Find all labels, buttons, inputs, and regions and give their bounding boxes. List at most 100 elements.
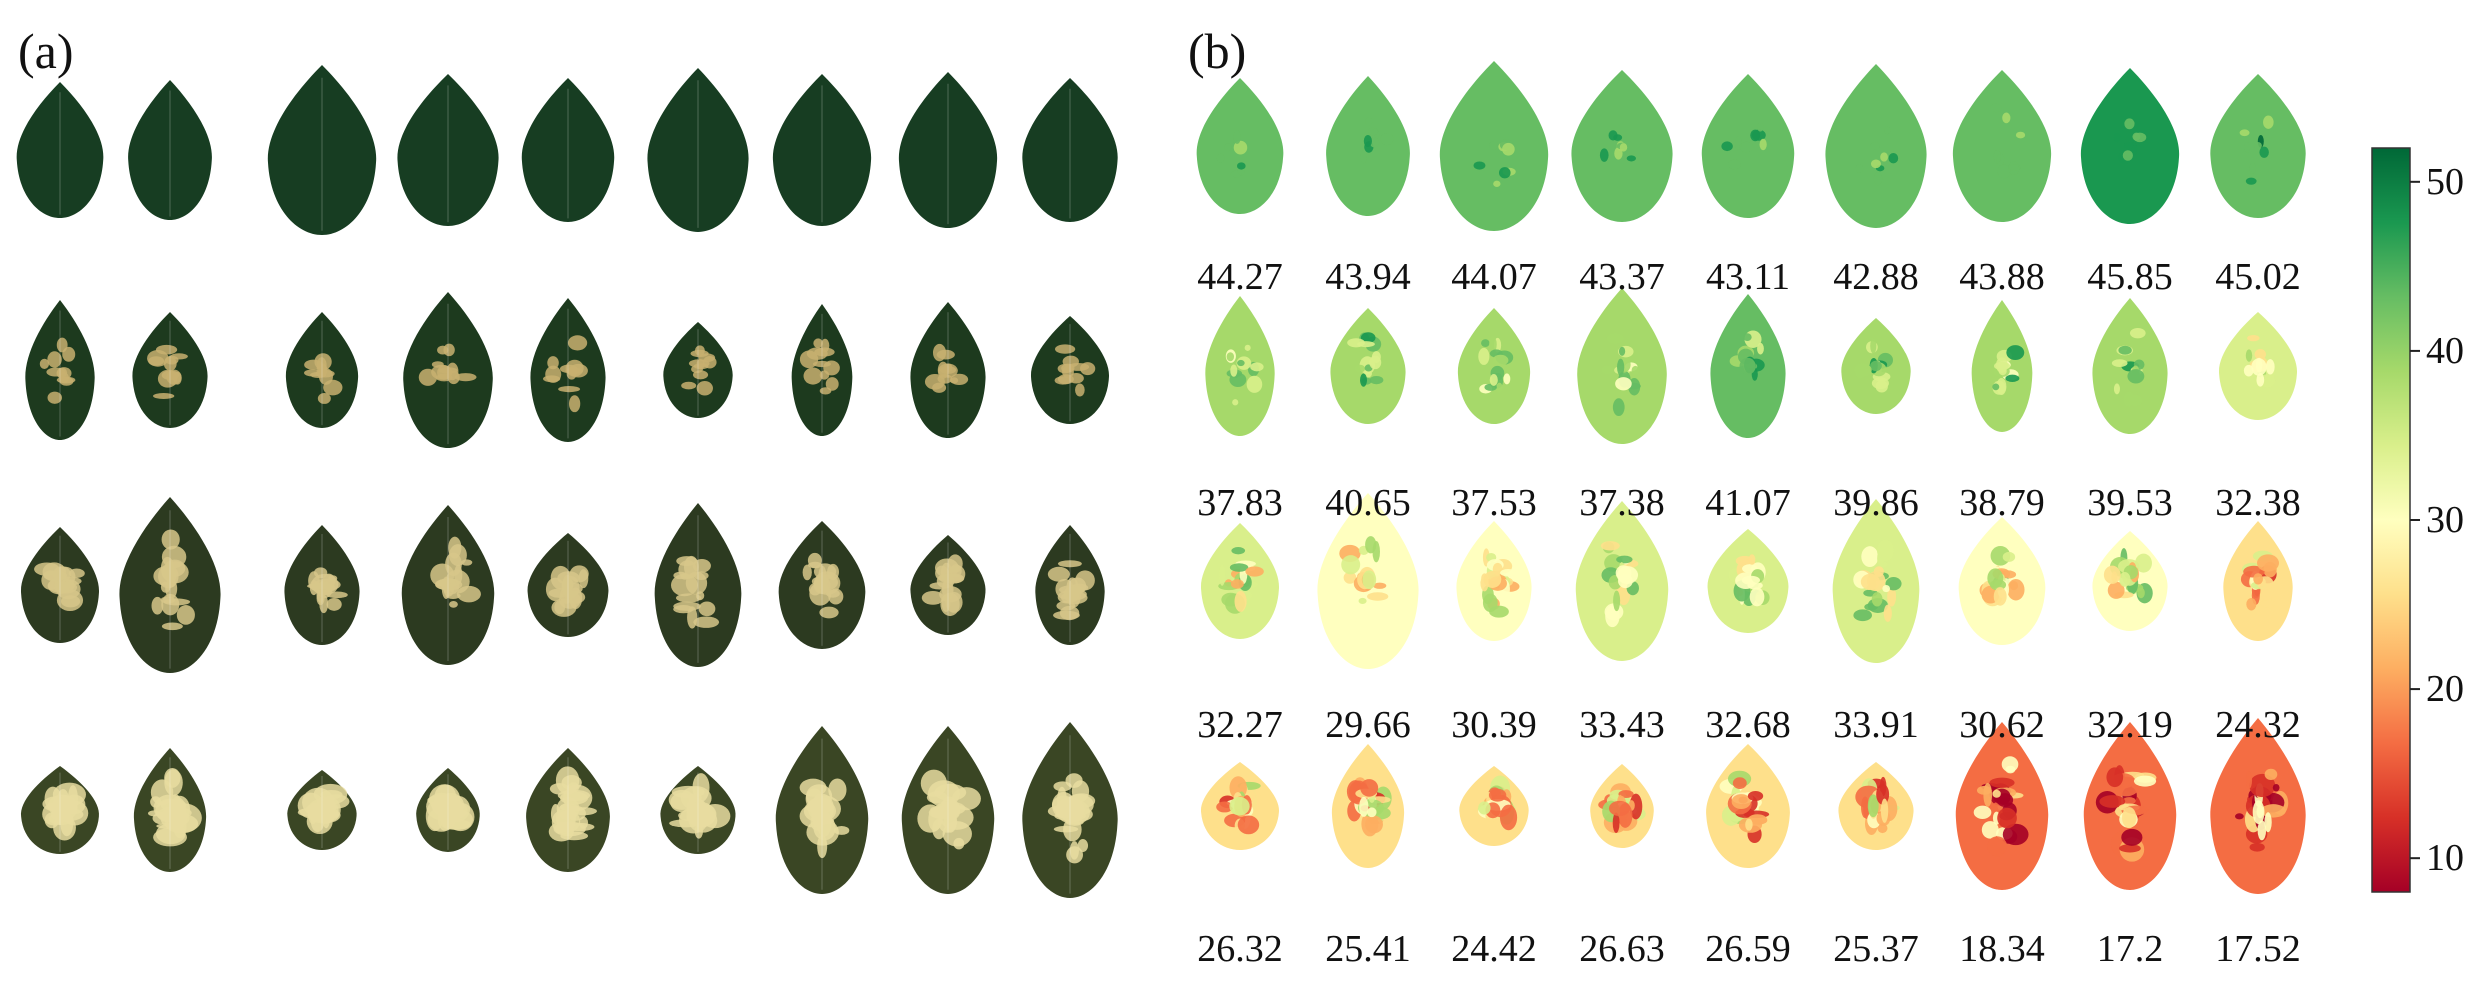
leaf-index-map: [1952, 70, 2052, 222]
leaf-index-patch: [2121, 828, 2143, 846]
leaf-index-patch: [2137, 587, 2145, 599]
leaf-index-patch: [2002, 112, 2011, 124]
index-value-label: 45.02: [2215, 256, 2301, 298]
leaf-index-patch: [2260, 599, 2276, 608]
leaf-lesion: [440, 805, 456, 826]
leaf-lesion: [161, 593, 180, 616]
leaf-index-patch: [2015, 131, 2026, 139]
leaf-index-patch: [1500, 568, 1516, 577]
index-value-label: 37.83: [1197, 482, 1283, 524]
leaf-index-patch: [1613, 590, 1621, 612]
leaf-index-patch: [2129, 327, 2146, 339]
leaf-lesion: [322, 794, 350, 809]
leaf-index-patch: [1237, 359, 1245, 367]
index-value-label: 30.39: [1451, 704, 1537, 746]
leaf-lesion: [694, 345, 705, 356]
leaf-index-patch: [1629, 793, 1643, 820]
leaf-lesion: [807, 795, 841, 823]
leaf-lesion: [676, 556, 698, 567]
leaf-index-patch: [1216, 153, 1225, 163]
leaf-lesion: [307, 583, 335, 590]
leaf-index-patch: [1631, 365, 1640, 376]
leaf-index-patch: [1216, 801, 1233, 813]
colorbar: [2371, 147, 2411, 893]
leaf-index-patch: [1601, 365, 1614, 375]
leaf-lesion: [47, 351, 62, 368]
leaf-index-patch: [1721, 141, 1733, 152]
leaf-index-patch: [1732, 777, 1747, 789]
leaf-lesion: [571, 807, 597, 816]
leaf-index-patch: [2263, 115, 2274, 129]
leaf-lesion: [1055, 344, 1076, 354]
leaf-index-patch: [2002, 551, 2016, 563]
leaf-index-patch: [1488, 788, 1507, 802]
leaf-lesion: [568, 395, 581, 413]
leaf-index-patch: [2099, 795, 2126, 808]
leaf-index-patch: [1380, 133, 1394, 146]
leaf-lesion: [928, 807, 942, 832]
leaf-index-patch: [2259, 146, 2269, 158]
leaf-index-patch: [2264, 768, 2278, 781]
leaf-lesion: [1047, 566, 1070, 582]
leaf-index-patch: [1612, 812, 1620, 833]
leaf-lesion: [558, 386, 581, 393]
leaf-index-patch: [1502, 142, 1515, 156]
index-value-label: 25.41: [1325, 928, 1411, 970]
leaf-photo: [791, 304, 853, 436]
leaf-lesion: [550, 565, 571, 590]
leaf-index-patch: [2260, 804, 2286, 818]
leaf-index-patch: [1870, 338, 1877, 354]
leaf-index-patch: [1250, 362, 1264, 372]
index-value-label: 33.43: [1579, 704, 1665, 746]
index-value-label: 17.52: [2215, 928, 2301, 970]
leaf-index-patch: [2001, 756, 2019, 773]
leaf-lesion: [554, 600, 566, 615]
leaf-index-patch: [2249, 842, 2265, 852]
index-value-label: 38.79: [1959, 482, 2045, 524]
leaf-lesion: [161, 622, 183, 631]
leaf-index-patch: [1606, 333, 1624, 344]
leaf-lesion: [953, 837, 965, 850]
index-value-label: 33.91: [1833, 704, 1919, 746]
leaf-lesion: [153, 393, 175, 400]
leaf-lesion: [1068, 373, 1084, 384]
leaf-lesion: [567, 335, 588, 351]
index-value-label: 37.53: [1451, 482, 1537, 524]
leaf-lesion: [1068, 807, 1093, 822]
leaf-lesion: [454, 564, 463, 585]
leaf-index-patch: [1741, 575, 1761, 585]
leaf-index-patch: [2257, 554, 2280, 572]
leaf-index-patch: [2251, 358, 2267, 376]
leaf-lesion: [430, 563, 455, 587]
leaf-index-patch: [1997, 164, 2011, 179]
leaf-index-patch: [1739, 141, 1754, 153]
leaf-index-patch: [1992, 383, 2000, 391]
leaf-index-patch: [2106, 767, 2124, 788]
leaf-index-patch: [1367, 592, 1389, 601]
leaf-lesion: [813, 815, 836, 841]
leaf-index-patch: [1229, 796, 1250, 816]
leaf-index-patch: [1867, 794, 1879, 818]
leaf-lesion: [326, 597, 342, 611]
index-value-label: 44.27: [1197, 256, 1283, 298]
leaf-index-patch: [1619, 143, 1628, 152]
leaf-index-patch: [1880, 152, 1888, 162]
colorbar-tick-label: 30: [2426, 499, 2464, 541]
leaf-lesion: [164, 767, 181, 788]
leaf-index-patch: [2111, 359, 2128, 367]
leaf-index-patch: [1498, 167, 1511, 179]
index-value-label: 32.19: [2087, 704, 2173, 746]
leaf-index-patch: [2118, 345, 2132, 355]
leaf-lesion: [437, 345, 449, 355]
leaf-index-patch: [2122, 806, 2137, 829]
leaf-photo: [397, 74, 499, 226]
leaf-index-patch: [1871, 377, 1889, 390]
leaf-index-patch: [2264, 812, 2272, 833]
leaf-index-patch: [2119, 572, 2131, 587]
leaf-index-patch: [1997, 807, 2017, 829]
leaf-index-patch: [1992, 789, 2001, 798]
leaf-index-patch: [1854, 363, 1872, 377]
leaf-index-patch: [1883, 604, 1892, 622]
leaf-lesion: [823, 360, 840, 376]
leaf-lesion: [456, 585, 481, 603]
